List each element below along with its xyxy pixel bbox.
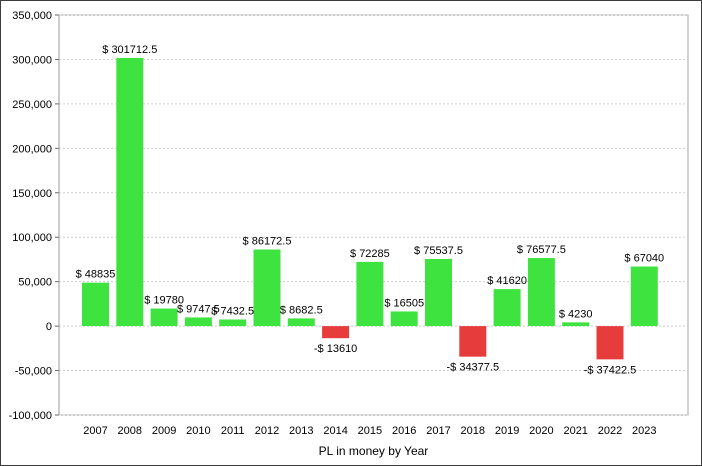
bar-2011 [219,319,247,327]
data-label-2017: $ 75537.5 [414,245,463,257]
bars [82,57,658,360]
x-axis-ticks: 2007 2008 2009 2010 2011 2012 2013 2014 2015 2016… [83,425,656,437]
bar-2016 [390,311,418,327]
x-tick-label-2016: 2016 [392,425,416,437]
data-label-2010: $ 9747.5 [177,303,220,315]
bar-2010 [184,317,212,327]
y-tick-label: -100,000 [9,410,52,422]
x-tick-label-2017: 2017 [426,425,450,437]
data-label-2012: $ 86172.5 [243,236,292,248]
data-label-2023: $ 67040 [624,253,664,265]
x-tick-label-2008: 2008 [118,425,142,437]
data-label-2021: $ 4230 [559,308,593,320]
bar-2015 [356,261,384,327]
x-tick-label-2010: 2010 [186,425,210,437]
x-tick-label-2013: 2013 [289,425,313,437]
data-label-2011: $ 7432.5 [211,306,254,318]
bar-2017 [425,258,452,327]
bar-2009 [150,308,178,327]
bar-2018 [459,326,487,357]
grid-lines [58,14,689,416]
bar-2013 [287,318,315,327]
x-tick-label-2023: 2023 [632,425,656,437]
data-label-2013: $ 8682.5 [280,304,323,316]
x-tick-label-2011: 2011 [221,425,245,437]
bar-2007 [82,282,109,327]
y-tick-label: 300,000 [12,54,52,66]
bar-2021 [562,322,590,327]
x-tick-label-2012: 2012 [255,425,279,437]
data-label-2016: $ 16505 [384,297,424,309]
bar-2023 [630,266,658,327]
x-tick-label-2022: 2022 [598,425,622,437]
y-tick-label: 100,000 [12,232,52,244]
data-label-2015: $ 72285 [350,248,390,260]
y-tick-label: 250,000 [12,99,52,111]
plot-area [58,14,689,416]
y-axis-ticks: -100,000 -50,000 0 50,000 100,000 150,000 200,… [9,10,60,422]
x-tick-label-2007: 2007 [83,425,107,437]
data-label-2009: $ 19780 [144,295,184,307]
x-tick-label-2018: 2018 [461,425,485,437]
data-label-2022: -$ 37422.5 [584,364,637,376]
data-label-2018: -$ 34377.5 [446,362,499,374]
y-tick-label: 50,000 [18,277,52,289]
x-tick-label-2021: 2021 [563,425,587,437]
x-tick-label-2020: 2020 [529,425,553,437]
data-label-2014: -$ 13610 [314,343,357,355]
x-tick-label-2009: 2009 [152,425,176,437]
bar-2020 [527,258,555,327]
data-label-2020: $ 76577.5 [517,244,566,256]
x-axis-title: PL in money by Year [319,444,429,458]
bar-2019 [493,289,521,327]
bar-2014 [322,326,350,339]
data-labels: $ 48835 $ 301712.5 $ 19780$ 9747.5$ 7432.5… [76,44,665,376]
y-tick-label: 350,000 [12,10,52,22]
y-tick-label: 200,000 [12,143,52,155]
x-tick-label-2014: 2014 [323,425,347,437]
x-tick-label-2015: 2015 [358,425,382,437]
data-label-2019: $ 41620 [487,275,527,287]
bar-2008 [116,57,144,327]
data-label-2007: $ 48835 [76,269,116,281]
y-tick-label: -50,000 [15,366,52,378]
bar-2022 [596,326,624,360]
y-tick-label: 150,000 [12,188,52,200]
bar-2012 [253,249,281,327]
x-tick-label-2019: 2019 [495,425,519,437]
y-tick-label: 0 [46,321,52,333]
data-label-2008: $ 301712.5 [102,44,157,56]
